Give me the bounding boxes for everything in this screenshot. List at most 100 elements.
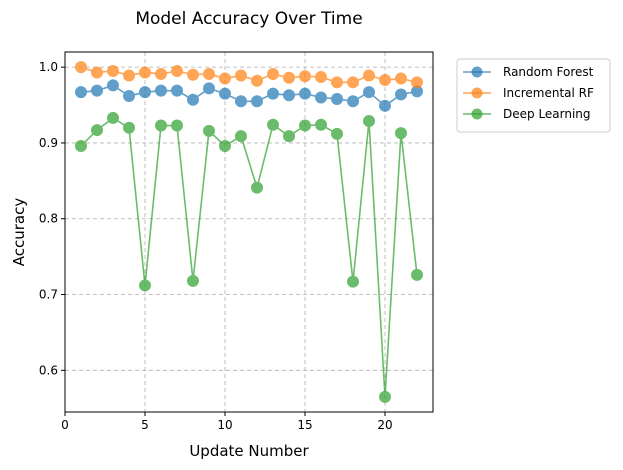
legend-label: Deep Learning (503, 107, 591, 121)
legend-marker (471, 108, 483, 120)
data-point-incremental-rf (75, 61, 87, 74)
series-deep-learning (75, 111, 423, 403)
data-point-incremental-rf (219, 72, 231, 85)
data-point-deep-learning (187, 274, 199, 287)
y-tick-label: 0.9 (39, 136, 58, 150)
data-point-deep-learning (91, 124, 103, 137)
data-point-incremental-rf (235, 69, 247, 82)
x-tick-label: 20 (377, 418, 392, 432)
data-point-deep-learning (235, 130, 247, 143)
series-line-deep-learning (80, 116, 418, 397)
data-point-incremental-rf (155, 67, 167, 80)
legend-entry-deep-learning: Deep Learning (463, 107, 591, 121)
data-point-incremental-rf (379, 74, 391, 87)
x-axis-label: Update Number (189, 442, 309, 460)
data-point-incremental-rf (251, 74, 263, 87)
legend-box (456, 58, 611, 133)
data-point-incremental-rf (107, 64, 119, 77)
y-tick-label: 0.6 (39, 363, 58, 377)
data-point-incremental-rf (299, 70, 311, 83)
data-point-deep-learning (251, 181, 263, 194)
data-point-random-forest (155, 84, 167, 97)
chart-title: Model Accuracy Over Time (135, 9, 362, 29)
plot-frame (64, 51, 434, 413)
data-point-incremental-rf (187, 68, 199, 81)
data-point-incremental-rf (347, 76, 359, 89)
data-point-deep-learning (363, 114, 375, 127)
legend-marker (471, 66, 483, 78)
data-point-deep-learning (219, 139, 231, 152)
x-tick-label: 10 (217, 418, 232, 432)
data-point-deep-learning (75, 139, 87, 152)
data-point-random-forest (347, 95, 359, 108)
data-point-random-forest (363, 86, 375, 99)
data-point-deep-learning (331, 127, 343, 140)
data-point-random-forest (123, 89, 135, 102)
data-point-deep-learning (411, 268, 423, 281)
x-tick-label: 5 (141, 418, 149, 432)
data-point-random-forest (203, 82, 215, 95)
x-tick-label: 0 (61, 418, 69, 432)
data-point-random-forest (91, 84, 103, 97)
data-point-deep-learning (203, 124, 215, 137)
data-point-deep-learning (299, 119, 311, 132)
data-point-random-forest (379, 99, 391, 112)
data-point-random-forest (75, 86, 87, 99)
legend-label: Incremental RF (503, 86, 594, 100)
data-point-incremental-rf (203, 67, 215, 80)
legend-label: Random Forest (503, 65, 594, 79)
grid (64, 52, 433, 412)
data-point-random-forest (219, 87, 231, 100)
y-axis: 0.6 0.7 0.8 0.9 1.0 (39, 60, 65, 377)
series-incremental-rf (75, 61, 423, 89)
data-point-incremental-rf (123, 69, 135, 82)
data-point-random-forest (187, 93, 199, 106)
data-point-incremental-rf (363, 69, 375, 82)
x-axis: 0 5 10 15 20 (61, 412, 393, 432)
data-point-deep-learning (267, 118, 279, 131)
series-layer (75, 61, 423, 403)
y-tick-label: 0.8 (39, 212, 58, 226)
data-point-incremental-rf (91, 66, 103, 79)
data-point-random-forest (331, 92, 343, 105)
data-point-random-forest (267, 87, 279, 100)
data-point-random-forest (171, 84, 183, 97)
data-point-random-forest (395, 88, 407, 101)
legend-marker (471, 87, 483, 99)
data-point-random-forest (139, 86, 151, 99)
data-point-deep-learning (155, 119, 167, 132)
data-point-deep-learning (395, 127, 407, 140)
series-line-random-forest (80, 84, 418, 107)
legend-entry-incremental-rf: Incremental RF (463, 86, 594, 100)
data-point-incremental-rf (267, 67, 279, 80)
x-tick-label: 15 (297, 418, 312, 432)
data-point-deep-learning (347, 275, 359, 288)
data-point-random-forest (235, 95, 247, 108)
data-point-deep-learning (139, 279, 151, 292)
data-point-deep-learning (123, 121, 135, 134)
data-point-random-forest (283, 89, 295, 102)
data-point-incremental-rf (395, 72, 407, 85)
data-point-incremental-rf (139, 66, 151, 79)
legend: Random Forest Incremental RF Deep Learning (456, 58, 611, 133)
y-tick-label: 1.0 (39, 60, 58, 74)
data-point-random-forest (251, 95, 263, 108)
data-point-random-forest (315, 91, 327, 104)
data-point-deep-learning (315, 118, 327, 131)
data-point-deep-learning (171, 119, 183, 132)
series-line-incremental-rf (80, 66, 418, 84)
data-point-incremental-rf (283, 71, 295, 84)
data-point-deep-learning (379, 390, 391, 403)
data-point-incremental-rf (315, 71, 327, 84)
y-tick-label: 0.7 (39, 288, 58, 302)
series-random-forest (75, 79, 423, 112)
legend-entry-random-forest: Random Forest (463, 65, 594, 79)
y-axis-label: Accuracy (10, 198, 28, 267)
data-point-random-forest (107, 79, 119, 92)
data-point-random-forest (299, 87, 311, 100)
data-point-incremental-rf (331, 76, 343, 89)
data-point-incremental-rf (171, 64, 183, 77)
data-point-incremental-rf (411, 76, 423, 89)
data-point-deep-learning (283, 130, 295, 143)
